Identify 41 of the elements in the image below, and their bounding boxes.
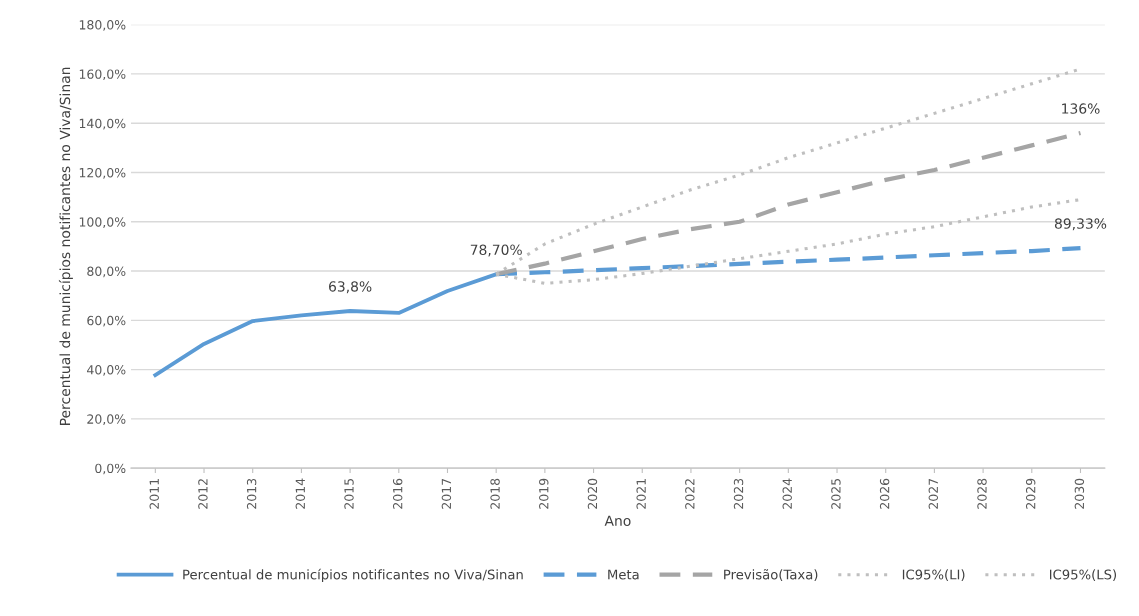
data-label: 136% — [1062, 103, 1100, 114]
x-tick-label: 2022 — [685, 479, 695, 509]
legend-label: IC95%(LI) — [902, 569, 965, 582]
x-tick-label: 2018 — [490, 478, 500, 509]
y-tick-label: 40,0% — [87, 365, 126, 376]
x-tick-label: 2021 — [636, 479, 646, 509]
x-tick-label: 2026 — [879, 478, 890, 509]
x-tick-label: 2014 — [295, 478, 306, 509]
y-tick-label: 180,0% — [79, 20, 126, 31]
y-tick-label: 80,0% — [87, 266, 126, 278]
y-axis-title: Percentual de municípios notificantes no Viva/Sinan — [58, 67, 73, 425]
x-tick-label: 2015 — [344, 478, 354, 509]
y-tick-label: 100,0% — [79, 217, 126, 228]
x-tick-label: 2017 — [441, 478, 452, 509]
data-label: 89,33% — [1054, 218, 1107, 231]
x-tick-label: 2019 — [539, 478, 549, 509]
legend-label: IC95%(LS) — [1049, 569, 1117, 582]
x-tick-label: 2024 — [782, 478, 792, 509]
legend-label: Previsão(Taxa) — [724, 569, 818, 582]
x-tick-label: 2023 — [733, 478, 744, 509]
x-tick-label: 2029 — [1025, 478, 1036, 509]
y-tick-label: 20,0% — [87, 414, 126, 426]
x-tick-label: 2011 — [149, 479, 159, 509]
y-tick-label: 120,0% — [79, 167, 126, 179]
y-tick-label: 160,0% — [79, 69, 126, 81]
y-tick-label: 140,0% — [79, 118, 126, 130]
x-tick-label: 2013 — [246, 478, 257, 509]
x-tick-label: 2030 — [1074, 478, 1085, 509]
x-tick-label: 2020 — [587, 478, 598, 509]
x-tick-label: 2012 — [198, 479, 208, 509]
x-tick-label: 2025 — [831, 478, 841, 509]
x-tick-label: 2027 — [928, 478, 939, 509]
x-axis-title: Ano — [604, 515, 631, 526]
legend-label: Percentual de municípios notificantes no Viva/Sinan — [183, 568, 523, 583]
y-tick-label: 0,0% — [95, 463, 126, 475]
data-label: 78,70% — [470, 244, 522, 257]
data-label: 63,8% — [329, 281, 372, 294]
x-tick-label: 2028 — [977, 478, 987, 509]
y-tick-label: 60,0% — [87, 315, 126, 327]
legend-label: Meta — [608, 569, 639, 580]
x-tick-label: 2016 — [392, 478, 403, 509]
